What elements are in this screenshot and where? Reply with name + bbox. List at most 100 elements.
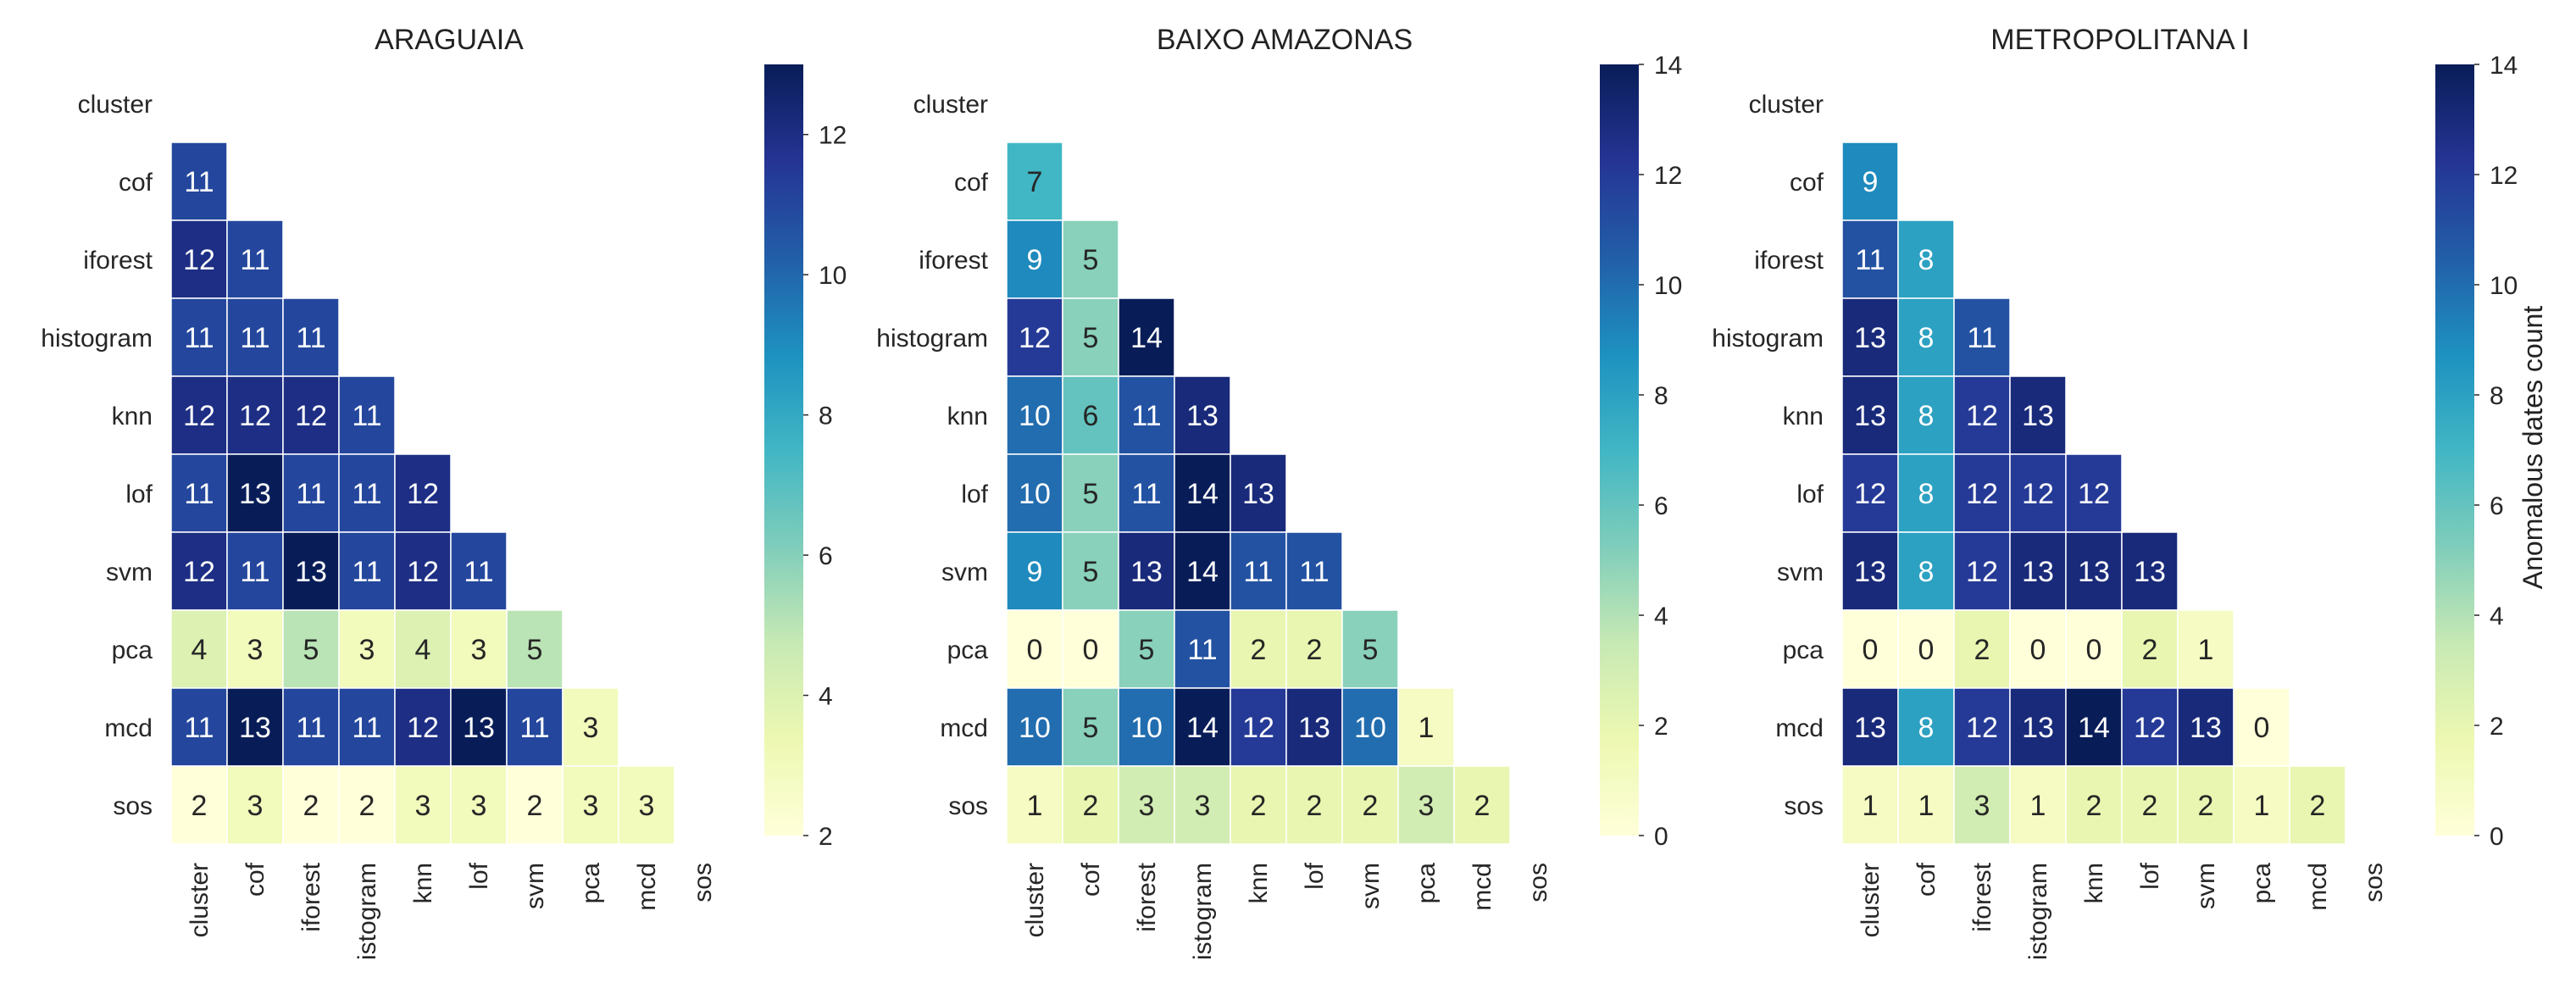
column-label: svm	[2192, 863, 2220, 909]
colorbar-tick-label: 8	[1654, 382, 1668, 410]
cell-value-label: 2	[303, 790, 319, 822]
column-label: iforest	[1968, 862, 1996, 931]
cell-value-label: 2	[2310, 790, 2326, 822]
cell-value-label: 13	[2078, 556, 2110, 588]
cell-value-label: 13	[2190, 712, 2222, 744]
column-labels: cluster cof iforest istogram knn lof svm pca mcd…	[1021, 862, 1552, 960]
cell-value-label: 14	[2078, 712, 2110, 744]
cell-value-label: 1	[2198, 634, 2214, 666]
heatmap-cell	[450, 609, 508, 689]
row-label: knn	[112, 403, 153, 430]
column-label: iforest	[1133, 862, 1161, 931]
heatmap-cell	[2065, 453, 2123, 533]
cell-value-label: 1	[2030, 790, 2046, 822]
cell-value-label: 7	[1027, 166, 1043, 198]
heatmap-cell	[282, 531, 340, 611]
heatmap-cell	[1285, 609, 1343, 689]
cell-value-label: 13	[1854, 400, 1886, 432]
cell-value-label: 12	[2134, 712, 2166, 744]
cell-value-label: 5	[1139, 634, 1155, 666]
cell-value-label: 2	[1251, 790, 1267, 822]
heatmap-cell	[338, 375, 396, 455]
cell-value-label: 13	[1130, 556, 1163, 588]
column-label: knn	[2080, 863, 2108, 903]
cell-value-label: 2	[2142, 634, 2158, 666]
column-label: cof	[242, 862, 269, 897]
cell-value-label: 6	[1083, 400, 1099, 432]
heatmap-cell	[1062, 765, 1119, 845]
row-label: lof	[961, 480, 988, 508]
cell-value-label: 3	[359, 634, 375, 666]
colorbar-tick-label: 10	[1654, 272, 1682, 300]
heatmap-cell	[1397, 687, 1455, 767]
row-label: cluster	[78, 91, 153, 119]
column-label: lof	[1301, 862, 1329, 889]
row-label: iforest	[919, 247, 988, 275]
heatmap-cell	[2121, 531, 2179, 611]
cell-value-label: 1	[1418, 712, 1435, 744]
cell-value-label: 13	[2022, 400, 2054, 432]
cell-value-label: 13	[463, 712, 495, 744]
colorbar-tick-label: 4	[819, 683, 833, 711]
cell-value-label: 11	[184, 166, 214, 198]
colorbar-tick-label: 12	[2490, 162, 2518, 190]
cell-value-label: 12	[183, 244, 215, 276]
heatmap-cell	[1118, 531, 1175, 611]
cell-value-label: 3	[471, 790, 487, 822]
cell-value-label: 5	[303, 634, 319, 666]
heatmap-cell	[282, 765, 340, 845]
column-label: mcd	[2304, 863, 2332, 911]
cell-value-label: 5	[1083, 556, 1099, 588]
column-labels: cluster cof iforest istogram knn lof svm pca mcd…	[1857, 862, 2388, 960]
cell-value-label: 5	[1363, 634, 1379, 666]
heatmap-cell	[2121, 765, 2179, 845]
cell-value-label: 14	[1186, 556, 1219, 588]
cell-value-label: 2	[2198, 790, 2214, 822]
row-labels: cluster cof iforest histogram knn lof svm pca mc…	[41, 91, 153, 820]
row-label: mcd	[104, 714, 153, 742]
cell-value-label: 11	[1299, 556, 1329, 588]
cell-value-label: 13	[1854, 712, 1886, 744]
column-label: cluster	[186, 863, 214, 937]
cell-value-label: 3	[583, 712, 599, 744]
cell-value-label: 9	[1027, 244, 1043, 276]
colorbar: 0 2 4 6 8 10 12 14	[2435, 52, 2518, 851]
row-label: pca	[1783, 636, 1824, 664]
column-label: pca	[577, 863, 605, 904]
cell-value-label: 1	[1863, 790, 1879, 822]
cell-value-label: 3	[415, 790, 431, 822]
colorbar-tick-label: 2	[819, 823, 833, 851]
cell-value-label: 0	[1918, 634, 1935, 666]
row-label: svm	[1777, 558, 1824, 586]
heatmap-cell	[170, 609, 228, 689]
cell-value-label: 5	[1083, 478, 1099, 510]
cell-value-label: 11	[184, 478, 214, 510]
row-label: cof	[954, 169, 989, 197]
colorbar-tick-label: 2	[2490, 713, 2504, 741]
cell-value-label: 11	[240, 244, 269, 276]
heatmap-cell	[170, 765, 228, 845]
cell-value-label: 11	[352, 478, 381, 510]
heatmap-cell	[450, 531, 508, 611]
cell-value-label: 10	[1019, 712, 1051, 744]
column-label: lof	[2136, 862, 2164, 889]
heatmap-cell	[170, 219, 228, 299]
row-label: cof	[119, 169, 153, 197]
row-label: mcd	[940, 714, 988, 742]
cell-value-label: 2	[1363, 790, 1379, 822]
cell-value-label: 2	[1307, 634, 1323, 666]
cell-value-label: 2	[192, 790, 208, 822]
heatmap-cell	[1897, 297, 1955, 377]
cell-value-label: 0	[1083, 634, 1099, 666]
row-label: svm	[941, 558, 988, 586]
heatmap-cell	[226, 453, 284, 533]
row-label: cluster	[913, 91, 988, 119]
column-label: svm	[521, 863, 549, 909]
cell-value-label: 13	[2134, 556, 2166, 588]
colorbar-tick-label: 6	[2490, 492, 2504, 520]
heatmap-cell	[1897, 609, 1955, 689]
column-label: istogram	[353, 863, 381, 960]
heatmap-cell	[1118, 375, 1175, 455]
